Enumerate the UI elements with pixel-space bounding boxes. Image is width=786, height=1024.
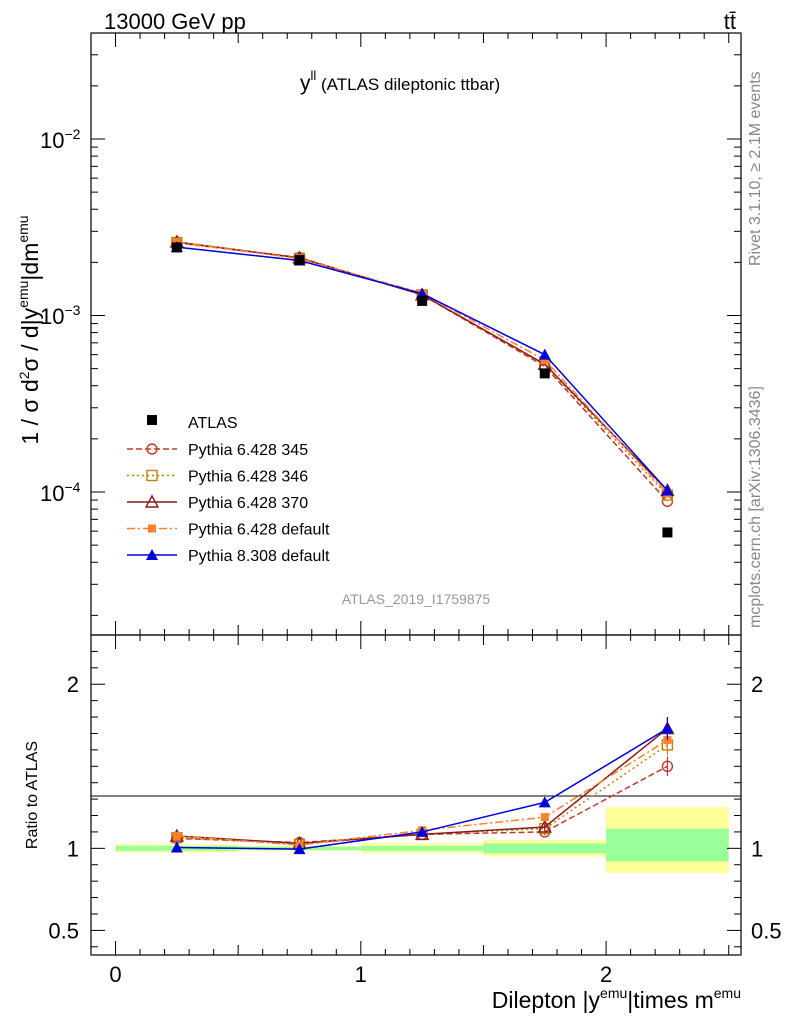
process-label: tt̄: [724, 9, 736, 34]
ratio-series-point: [172, 832, 181, 841]
ratio-band-inner: [483, 843, 607, 854]
mcplots-label: mcplots.cern.ch [arXiv:1306.3436]: [747, 386, 764, 628]
atlas-data-point: [539, 368, 550, 379]
legend-series-entries: Pythia 6.428 345 Pythia 6.428 346 Pythia 6…: [127, 442, 330, 565]
plot-title: yll (ATLAS dileptonic ttbar): [300, 68, 500, 95]
ratio-y-tick-label: 1: [67, 836, 79, 861]
legend-entry: Pythia 6.428 345: [127, 442, 308, 459]
ratio-y-tick-label: 0.5: [48, 918, 79, 943]
plot-title-sup: ll: [311, 68, 317, 83]
ratio-frame: [90, 634, 742, 956]
analysis-label: ATLAS_2019_I1759875: [342, 591, 491, 607]
ratio-tick-labels: 0.5 0.5 1 1 2 2 0 1 2: [48, 672, 781, 987]
legend-entry-atlas: ATLAS: [147, 415, 238, 432]
ratio-y-tick-label-right: 2: [751, 672, 763, 697]
legend-label: Pythia 8.308 default: [188, 548, 330, 565]
atlas-data-point: [662, 527, 673, 538]
legend-marker-atlas: [147, 415, 157, 425]
legend-marker: [146, 469, 158, 482]
legend-label: Pythia 6.428 345: [188, 442, 308, 459]
x-tick-label: 0: [109, 962, 121, 987]
main-series-point: [540, 355, 549, 364]
legend-marker: [146, 549, 158, 560]
main-series-line: [176, 242, 668, 502]
x-axis-title: Dilepton |yemu|times memu: [492, 985, 741, 1013]
legend-entry: Pythia 6.428 370: [127, 494, 308, 512]
atlas-data-point: [171, 242, 182, 253]
x-tick-label: 2: [600, 962, 612, 987]
y-tick-label-1e-4: 10−4: [40, 479, 81, 506]
legend-label: Pythia 6.428 default: [188, 522, 330, 539]
legend-entry: Pythia 6.428 346: [127, 469, 308, 486]
ratio-series-point: [416, 825, 429, 837]
legend-entry: Pythia 8.308 default: [127, 548, 330, 565]
main-series-layer: [169, 234, 675, 538]
ratio-series-point: [540, 813, 549, 822]
main-panel: 10−2 10−3 10−4 1 / σ d2σ / d|yemu|dmemu …: [15, 32, 742, 636]
plot-title-main: y: [300, 72, 311, 95]
ratio-series-point: [293, 843, 306, 855]
atlas-data-point: [417, 295, 428, 306]
main-series-point: [661, 484, 674, 496]
main-axis-ticks: [91, 33, 741, 635]
y-tick-label-1e-3: 10−3: [40, 302, 81, 329]
legend-label-atlas: ATLAS: [188, 415, 238, 432]
atlas-data-point: [294, 255, 305, 266]
main-y-axis-title: 1 / σ d2σ / d|yemu|dmemu: [15, 215, 43, 444]
ratio-y-tick-label-right: 1: [751, 836, 763, 861]
ratio-band-inner: [360, 845, 484, 851]
energy-label: 13000 GeV pp: [104, 9, 246, 34]
legend-label: Pythia 6.428 346: [188, 469, 308, 486]
legend-marker: [148, 524, 156, 533]
ratio-series-point: [538, 796, 551, 808]
plot-subtitle: (ATLAS dileptonic ttbar): [321, 75, 500, 94]
x-tick-label: 1: [355, 962, 367, 987]
ratio-series-point: [661, 760, 674, 772]
ratio-y-tick-label-right: 0.5: [751, 918, 782, 943]
ratio-series-point: [170, 841, 183, 853]
legend-marker: [144, 494, 160, 508]
ratio-band-inner: [606, 828, 729, 862]
ratio-series-point: [537, 819, 552, 833]
ratio-axis-ticks: [91, 635, 741, 955]
ratio-panel: 0.5 0.5 1 1 2 2 0 1 2 Ratio to ATLAS Dilepton |y…: [24, 634, 782, 1013]
ratio-series-point: [539, 822, 551, 835]
legend-label: Pythia 6.428 370: [188, 495, 308, 512]
main-series-point: [538, 348, 551, 360]
y-tick-label-1e-2: 10−2: [40, 126, 81, 153]
ratio-y-tick-label: 2: [67, 672, 79, 697]
ratio-y-axis-title: Ratio to ATLAS: [24, 741, 41, 849]
main-frame: [90, 32, 742, 636]
legend-marker: [146, 443, 158, 455]
legend-entry: Pythia 6.428 default: [127, 522, 330, 539]
ratio-series-point: [661, 722, 674, 734]
ratio-series-layer: [169, 717, 675, 855]
rivet-label: Rivet 3.1.10, ≥ 2.1M events: [747, 71, 764, 266]
